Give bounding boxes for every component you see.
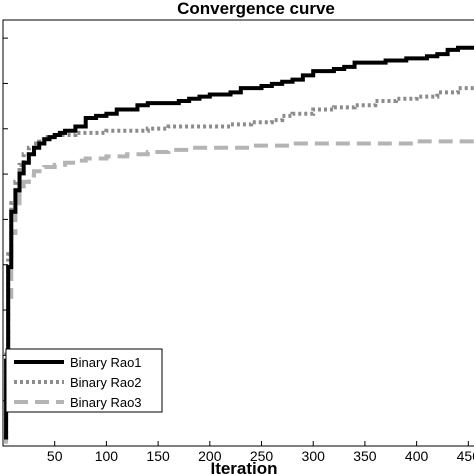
x-tick-label: 250 [250,448,274,464]
series-line-1 [4,45,474,440]
x-tick-label: 200 [198,448,222,464]
x-tick-label: 150 [146,448,170,464]
x-tick-label: 450 [457,448,474,464]
x-tick-label: 300 [302,448,326,464]
legend-label-3: Binary Rao3 [70,395,142,410]
x-axis: 50 100 150 200 250 300 350 400 450 [3,37,474,464]
x-tick-label: 100 [95,448,119,464]
legend-label-1: Binary Rao1 [70,355,142,370]
legend-label-2: Binary Rao2 [70,375,142,390]
x-tick-label: 50 [47,448,63,464]
plot-area [4,45,474,444]
axes-box [2,19,474,447]
series-line-2 [4,86,474,440]
legend: Binary Rao1 Binary Rao2 Binary Rao3 [5,348,163,413]
x-tick-label: 350 [353,448,377,464]
x-tick-label: 400 [405,448,429,464]
chart-title: Convergence curve [177,0,335,18]
x-axis-label: Iteration [210,459,277,474]
